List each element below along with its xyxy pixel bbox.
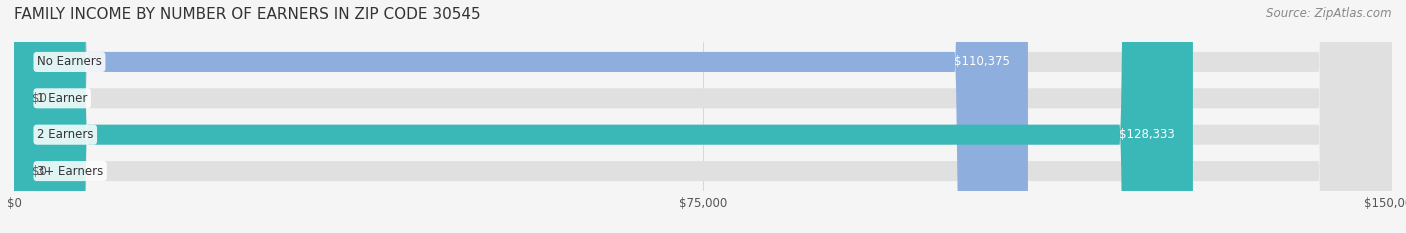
FancyBboxPatch shape bbox=[14, 0, 1392, 233]
Text: $0: $0 bbox=[32, 92, 48, 105]
FancyBboxPatch shape bbox=[14, 0, 1028, 233]
Text: No Earners: No Earners bbox=[37, 55, 101, 69]
FancyBboxPatch shape bbox=[14, 0, 1392, 233]
Text: 1 Earner: 1 Earner bbox=[37, 92, 87, 105]
Text: $110,375: $110,375 bbox=[953, 55, 1010, 69]
Text: $0: $0 bbox=[32, 164, 48, 178]
FancyBboxPatch shape bbox=[14, 0, 1392, 233]
Text: 2 Earners: 2 Earners bbox=[37, 128, 94, 141]
Text: FAMILY INCOME BY NUMBER OF EARNERS IN ZIP CODE 30545: FAMILY INCOME BY NUMBER OF EARNERS IN ZI… bbox=[14, 7, 481, 22]
FancyBboxPatch shape bbox=[14, 0, 1192, 233]
FancyBboxPatch shape bbox=[14, 0, 1392, 233]
Text: 3+ Earners: 3+ Earners bbox=[37, 164, 103, 178]
Text: $128,333: $128,333 bbox=[1119, 128, 1174, 141]
Text: Source: ZipAtlas.com: Source: ZipAtlas.com bbox=[1267, 7, 1392, 20]
